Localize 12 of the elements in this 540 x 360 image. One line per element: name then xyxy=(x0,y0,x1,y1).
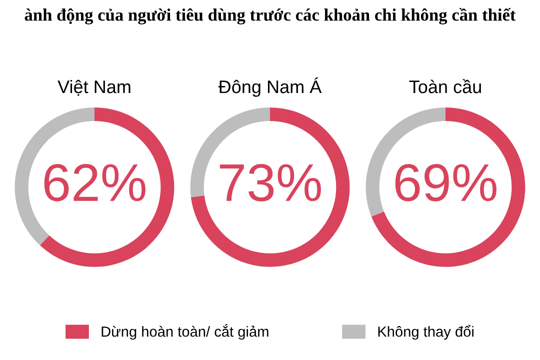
data-label: 62% xyxy=(44,164,146,202)
donut-slice xyxy=(371,107,526,267)
donut-slice xyxy=(40,107,174,267)
legend-label: Dừng hoàn toàn/ cắt giảm xyxy=(102,324,268,340)
data-label: 69% xyxy=(395,164,496,202)
chart-title: Toàn cầu xyxy=(409,79,481,94)
chart-title: Việt Nam xyxy=(58,80,130,96)
text: ành động của người tiêu dùng trước các khoản chi không cần thiết xyxy=(24,8,516,24)
data-label: 73% xyxy=(220,164,321,202)
legend-label: Không thay đổi xyxy=(378,324,474,340)
chart-title: Đông Nam Á xyxy=(218,77,322,97)
donut-slice xyxy=(190,107,350,267)
